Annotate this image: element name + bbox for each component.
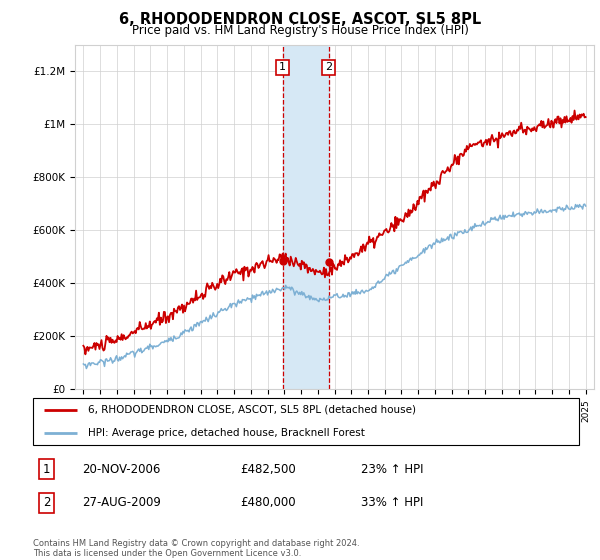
Text: 27-AUG-2009: 27-AUG-2009 [82, 496, 161, 510]
Text: 1: 1 [43, 463, 50, 476]
Text: £482,500: £482,500 [241, 463, 296, 476]
Text: HPI: Average price, detached house, Bracknell Forest: HPI: Average price, detached house, Brac… [88, 428, 364, 438]
Bar [283, 45, 329, 389]
Text: Contains HM Land Registry data © Crown copyright and database right 2024.
This d: Contains HM Land Registry data © Crown c… [33, 539, 359, 558]
Text: 6, RHODODENDRON CLOSE, ASCOT, SL5 8PL: 6, RHODODENDRON CLOSE, ASCOT, SL5 8PL [119, 12, 481, 27]
Text: 33% ↑ HPI: 33% ↑ HPI [361, 496, 423, 510]
Text: 2: 2 [43, 496, 50, 510]
Text: 2: 2 [325, 62, 332, 72]
Text: Price paid vs. HM Land Registry's House Price Index (HPI): Price paid vs. HM Land Registry's House … [131, 24, 469, 36]
Text: 20-NOV-2006: 20-NOV-2006 [82, 463, 161, 476]
Text: 6, RHODODENDRON CLOSE, ASCOT, SL5 8PL (detached house): 6, RHODODENDRON CLOSE, ASCOT, SL5 8PL (d… [88, 405, 416, 415]
Text: 1: 1 [279, 62, 286, 72]
Text: £480,000: £480,000 [241, 496, 296, 510]
Text: 23% ↑ HPI: 23% ↑ HPI [361, 463, 423, 476]
